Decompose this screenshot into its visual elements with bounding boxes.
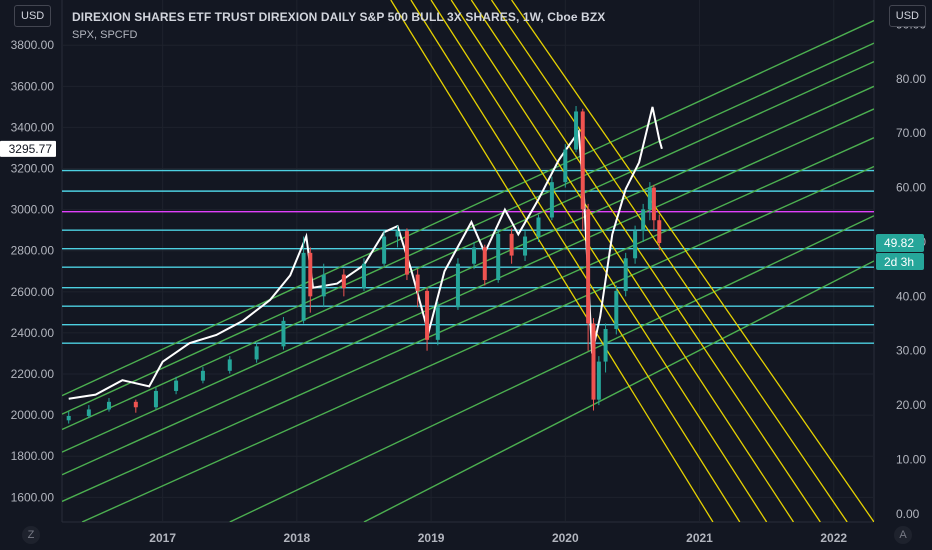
left-axis-tick: 3600.00 <box>11 79 55 93</box>
right-axis-tick: 0.00 <box>896 507 920 521</box>
candle-body <box>308 252 313 297</box>
green-channel-line <box>62 19 874 397</box>
candle-body <box>86 409 91 416</box>
candle-body <box>174 380 179 391</box>
candle-body <box>321 274 326 297</box>
left-currency-button[interactable]: USD <box>14 5 52 27</box>
candle-body <box>415 274 420 291</box>
candle-body <box>200 370 205 381</box>
green-channel-line <box>229 215 874 522</box>
candle-body <box>651 187 656 221</box>
yellow-channel-line <box>430 0 768 522</box>
left-axis-tick: 2400.00 <box>11 326 55 340</box>
chart-title: DIREXION SHARES ETF TRUST DIREXION DAILY… <box>72 10 606 24</box>
left-axis-tick: 3800.00 <box>11 38 55 52</box>
candle-body <box>425 290 430 340</box>
auto-scale-button[interactable]: A <box>894 526 912 544</box>
candle-body <box>647 187 652 210</box>
candle-body <box>382 236 387 264</box>
candle-body <box>281 320 286 347</box>
right-axis-tick: 70.00 <box>896 126 926 140</box>
right-price-label-bg <box>876 233 924 252</box>
candle-body <box>472 247 477 264</box>
time-axis-tick: 2021 <box>686 531 713 545</box>
candle-body <box>482 247 487 281</box>
time-axis-tick: 2018 <box>284 531 311 545</box>
candle-body <box>549 182 554 218</box>
left-axis-tick: 2600.00 <box>11 285 55 299</box>
candle-body <box>435 307 440 340</box>
timezone-button[interactable]: Z <box>22 526 40 544</box>
green-channel-line <box>62 61 874 431</box>
right-axis-tick: 10.00 <box>896 452 926 466</box>
candle-body <box>586 209 591 324</box>
candle-body <box>536 217 541 237</box>
right-axis-tick: 80.00 <box>896 72 926 86</box>
candle-body <box>496 233 501 281</box>
left-axis-tick: 2000.00 <box>11 408 55 422</box>
candle-body <box>227 359 232 371</box>
candle-body <box>614 290 619 329</box>
green-channel-line <box>62 108 874 476</box>
time-axis-tick: 2017 <box>149 531 176 545</box>
time-axis-tick: 2022 <box>820 531 847 545</box>
countdown-label-bg <box>876 252 924 270</box>
left-price-label-bg <box>0 140 56 157</box>
candle-body <box>574 111 579 150</box>
yellow-channel-line <box>511 0 874 522</box>
candle-body <box>153 390 158 408</box>
left-axis-tick: 2200.00 <box>11 367 55 381</box>
right-axis-tick: 60.00 <box>896 181 926 195</box>
candle-body <box>509 233 514 256</box>
left-axis-tick: 1800.00 <box>11 449 55 463</box>
right-price-label: 49.82 <box>884 236 914 250</box>
candle-body <box>657 220 662 243</box>
left-axis-tick: 2800.00 <box>11 244 55 258</box>
candle-body <box>301 252 306 321</box>
green-channel-line <box>363 260 874 522</box>
candle-body <box>623 258 628 291</box>
candle-body <box>341 274 346 289</box>
candle-body <box>254 346 259 360</box>
candle-body <box>66 415 71 421</box>
yellow-channel-line <box>410 0 741 522</box>
candle-body <box>633 231 638 259</box>
countdown-label: 2d 3h <box>884 255 914 269</box>
candle-body <box>641 209 646 232</box>
green-channel-line <box>62 85 874 453</box>
plot-area <box>62 0 874 522</box>
green-channel-line <box>62 137 874 503</box>
candle-body <box>563 149 568 183</box>
candle-body <box>404 231 409 275</box>
time-axis-tick: 2020 <box>552 531 579 545</box>
candle-body <box>455 263 460 308</box>
candle-body <box>523 236 528 256</box>
right-axis-tick: 40.00 <box>896 289 926 303</box>
candle-body <box>580 111 585 210</box>
candle-body <box>133 401 138 408</box>
candle-body <box>603 328 608 362</box>
yellow-channel-line <box>390 0 714 522</box>
right-axis-tick: 20.00 <box>896 398 926 412</box>
left-axis-tick: 3000.00 <box>11 203 55 217</box>
yellow-channel-line <box>490 0 848 522</box>
chart-subtitle: SPX, SPCFD <box>72 29 138 41</box>
candle-body <box>361 263 366 289</box>
right-axis-tick: 30.00 <box>896 344 926 358</box>
candle-body <box>591 323 596 400</box>
right-currency-button[interactable]: USD <box>888 5 926 27</box>
left-axis-tick: 3200.00 <box>11 162 55 176</box>
candle-body <box>596 361 601 400</box>
yellow-channel-line <box>470 0 821 522</box>
left-axis-tick: 3400.00 <box>11 120 55 134</box>
candle-body <box>395 231 400 237</box>
candle-body <box>106 401 111 410</box>
left-price-label: 3295.77 <box>9 142 53 156</box>
time-axis-tick: 2019 <box>418 531 445 545</box>
green-channel-line <box>81 165 874 522</box>
left-axis-tick: 1600.00 <box>11 490 55 504</box>
yellow-channel-line <box>450 0 795 522</box>
